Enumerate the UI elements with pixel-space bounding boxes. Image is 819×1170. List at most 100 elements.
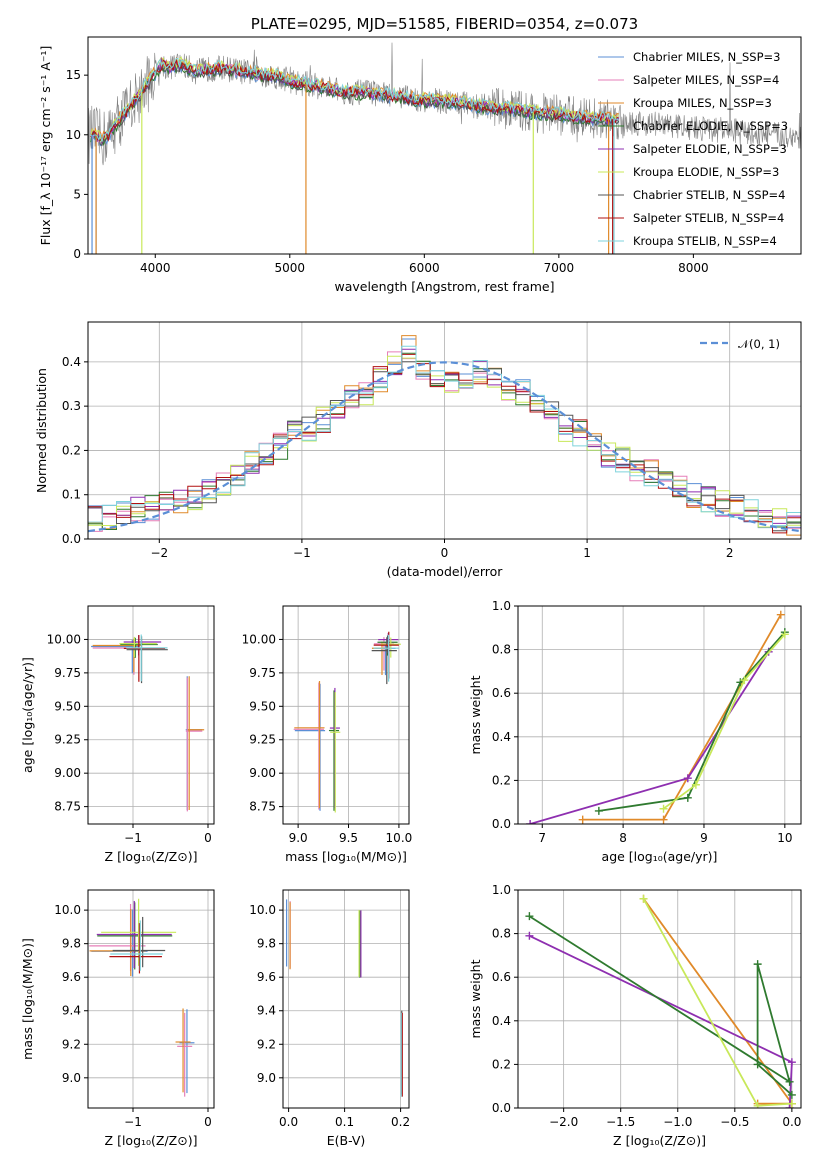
x-tick-label: 8000	[678, 261, 709, 275]
x-tick-label: 9.5	[339, 831, 358, 845]
mass-weight-line	[598, 631, 786, 812]
y-tick-label: 9.25	[249, 733, 276, 747]
y-tick-label: 10	[66, 128, 81, 142]
x-tick-label: 10	[777, 831, 792, 845]
y-tick-label: 8.75	[54, 800, 81, 814]
y-tick-label: 0.4	[492, 1014, 511, 1028]
mass-weight-marker	[787, 1099, 796, 1108]
legend-entry: Salpeter STELIB, N_SSP=4	[633, 211, 784, 225]
histogram-step-line	[88, 345, 801, 527]
model-spectrum-line	[90, 57, 620, 145]
legend-entry: Kroupa STELIB, N_SSP=4	[633, 234, 777, 248]
plot-area	[525, 894, 796, 1108]
grid	[88, 606, 214, 824]
y-tick-label: 0.4	[492, 730, 511, 744]
chart-spectrum: 4000 5000 6000 7000 8000 0 5 10 15 wavelength [An…	[38, 15, 802, 294]
y-tick-label: 9.2	[62, 1037, 81, 1051]
axes-frame	[517, 889, 802, 1109]
legend-entry: Salpeter ELODIE, N_SSP=3	[633, 142, 787, 156]
x-tick-label: 2	[726, 546, 734, 560]
y-tick-label: 0.6	[492, 970, 511, 984]
x-tick-label: 0	[204, 1115, 212, 1129]
y-tick-label: 9.00	[54, 766, 81, 780]
normal-curve-line	[88, 361, 801, 533]
y-tick-label: 9.0	[62, 1071, 81, 1085]
x-tick-label: −0.5	[720, 1115, 749, 1129]
mass-weight-marker	[525, 912, 534, 921]
y-axis-label: Normed distribution	[34, 368, 49, 493]
axes-frame	[282, 605, 410, 825]
y-tick-label: 0.4	[62, 355, 81, 369]
x-axis-label: mass [log₁₀(M/M⊙)]	[285, 849, 407, 864]
x-axis-label: (data-model)/error	[387, 564, 504, 579]
y-tick-label: 0.0	[492, 817, 511, 831]
x-tick-label: −1.0	[663, 1115, 692, 1129]
y-tick-label: 0.2	[492, 773, 511, 787]
y-axis-label: mass [log₁₀(M/M⊙)]	[20, 938, 35, 1060]
x-tick-label: 0.0	[782, 1115, 801, 1129]
chart-title: PLATE=0295, MJD=51585, FIBERID=0354, z=0…	[251, 15, 638, 33]
mass-weight-marker	[659, 815, 668, 824]
mass-weight-line	[529, 651, 770, 824]
y-tick-label: 0.0	[62, 532, 81, 546]
model-spectrum-line	[90, 60, 620, 147]
x-tick-label: 0.2	[391, 1115, 410, 1129]
mass-weight-marker	[753, 960, 762, 969]
mass-weight-marker	[526, 820, 535, 824]
mass-weight-marker	[785, 1077, 794, 1086]
mass-weight-marker	[753, 1101, 762, 1108]
legend-entry: Chabrier STELIB, N_SSP=4	[633, 188, 785, 202]
y-tick-label: 9.50	[54, 699, 81, 713]
x-tick-label: 5000	[275, 261, 306, 275]
x-tick-label: 7000	[544, 261, 575, 275]
x-axis-label: Z [log₁₀(Z/Z⊙)]	[105, 849, 198, 864]
y-tick-label: 9.50	[249, 699, 276, 713]
x-tick-label: −1.5	[606, 1115, 635, 1129]
y-tick-label: 10.0	[249, 903, 276, 917]
axes-frame	[87, 605, 215, 825]
plot-area	[91, 634, 205, 812]
model-spectrum-line	[90, 62, 620, 147]
y-tick-label: 0.1	[62, 488, 81, 502]
y-tick-label: 5	[73, 187, 81, 201]
y-tick-label: 9.00	[249, 766, 276, 780]
y-tick-label: 0.0	[492, 1101, 511, 1115]
axes-frame	[87, 36, 802, 255]
y-axis-label: mass weight	[468, 675, 483, 754]
mass-weight-marker	[753, 1060, 762, 1069]
x-tick-label: 4000	[140, 261, 171, 275]
legend-entry: Chabrier ELODIE, N_SSP=3	[633, 119, 788, 133]
chart-age-vs-mass: 9.0 9.5 10.0 8.75 9.00 9.25 9.50 9.75 10.00 mass …	[242, 605, 412, 864]
mass-weight-line	[529, 934, 793, 1108]
x-tick-label: 0	[204, 831, 212, 845]
x-tick-label: 9.0	[289, 831, 308, 845]
y-tick-label: 9.6	[257, 970, 276, 984]
legend-entry: Kroupa ELODIE, N_SSP=3	[633, 165, 779, 179]
plot-area	[293, 631, 401, 813]
legend-entry: Salpeter MILES, N_SSP=4	[633, 73, 779, 87]
axes-frame	[517, 605, 802, 825]
mass-weight-marker	[525, 931, 534, 940]
mass-weight-marker	[683, 774, 692, 783]
y-axis-label: mass weight	[468, 959, 483, 1038]
y-tick-label: 8.75	[249, 800, 276, 814]
y-tick-label: 10.0	[54, 903, 81, 917]
chart-age-vs-Z: −1 0 8.75 9.00 9.25 9.50 9.75 10.00 Z [log₁₀(Z/Z…	[20, 605, 215, 864]
chart-mass-weight-vs-Z: −2.0 −1.5 −1.0 −0.5 0.0 0.0 0.2 0.4 0.6 0.8 1.0 Z […	[468, 883, 802, 1148]
mass-weight-marker	[683, 793, 692, 802]
mass-weight-marker	[785, 1104, 794, 1108]
plot-area	[89, 898, 195, 1097]
x-tick-label: 7	[538, 831, 546, 845]
legend: Chabrier MILES, N_SSP=3 Salpeter MILES, N…	[598, 50, 788, 248]
legend-entry: 𝒩(0, 1)	[738, 337, 780, 351]
mass-weight-line	[582, 614, 782, 821]
y-tick-label: 9.0	[257, 1071, 276, 1085]
plot-area	[88, 42, 801, 254]
y-tick-label: 9.8	[257, 937, 276, 951]
y-tick-label: 0.2	[492, 1057, 511, 1071]
mass-weight-marker	[787, 1058, 796, 1067]
x-tick-label: −1	[124, 1115, 142, 1129]
mass-weight-line	[528, 915, 793, 1096]
x-tick-label: 1	[583, 546, 591, 560]
